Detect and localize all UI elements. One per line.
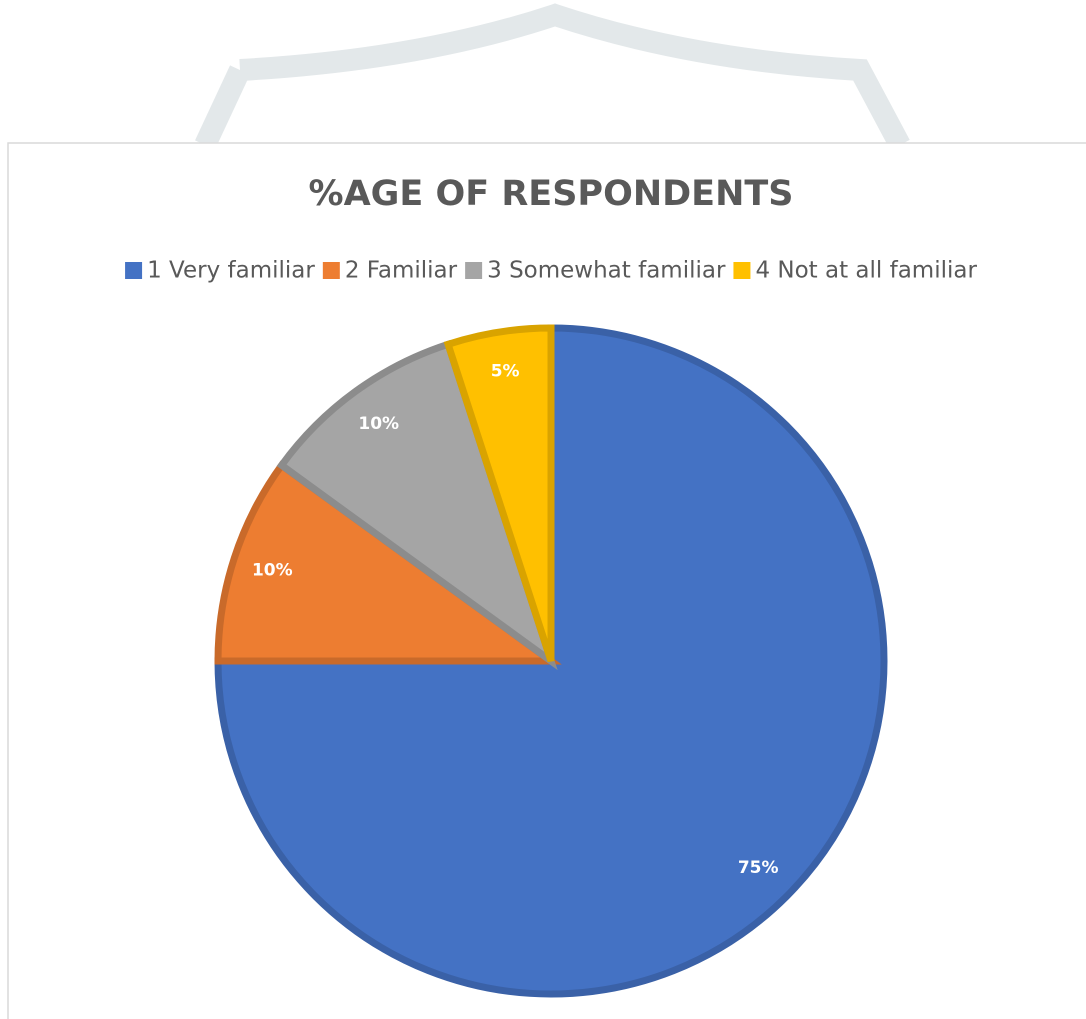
data-label: 75% bbox=[738, 858, 779, 878]
legend-label: 3 Somewhat familiar bbox=[487, 258, 726, 284]
legend-swatch bbox=[465, 262, 483, 279]
legend-label: 2 Familiar bbox=[345, 258, 458, 284]
legend: 1 Very familiar 2 Familiar 3 Somewhat fami… bbox=[125, 258, 977, 284]
watermark-shield bbox=[239, 3, 910, 151]
legend-item: 2 Familiar bbox=[322, 258, 458, 284]
pie: 75% 10% 10% 5% bbox=[214, 324, 888, 998]
watermark-shield-left bbox=[195, 65, 250, 150]
data-label: 5% bbox=[491, 362, 520, 382]
pie-slice bbox=[214, 460, 562, 665]
legend-label: 1 Very familiar bbox=[147, 258, 315, 284]
legend-item: 1 Very familiar bbox=[125, 258, 315, 284]
data-label: 10% bbox=[358, 414, 399, 434]
data-label: 10% bbox=[252, 560, 293, 580]
legend-item: 3 Somewhat familiar bbox=[465, 258, 726, 284]
legend-item: 4 Not at all familiar bbox=[733, 258, 977, 284]
pie-slice bbox=[276, 339, 558, 671]
watermark bbox=[195, 3, 910, 151]
pie-slice bbox=[214, 324, 888, 998]
legend-swatch bbox=[322, 262, 340, 279]
pie-slice bbox=[443, 324, 555, 663]
legend-swatch bbox=[125, 262, 143, 279]
legend-label: 4 Not at all familiar bbox=[755, 258, 977, 284]
chart-title: %AGE OF RESPONDENTS bbox=[309, 174, 794, 214]
legend-swatch bbox=[733, 262, 751, 279]
